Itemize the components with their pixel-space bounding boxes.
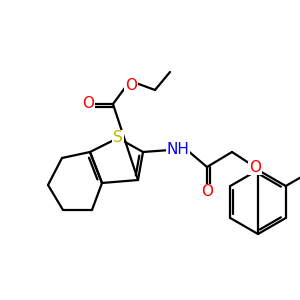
- Text: O: O: [201, 184, 213, 200]
- Text: O: O: [82, 97, 94, 112]
- Text: O: O: [249, 160, 261, 175]
- Text: O: O: [125, 77, 137, 92]
- Text: S: S: [113, 130, 123, 146]
- Text: NH: NH: [167, 142, 189, 158]
